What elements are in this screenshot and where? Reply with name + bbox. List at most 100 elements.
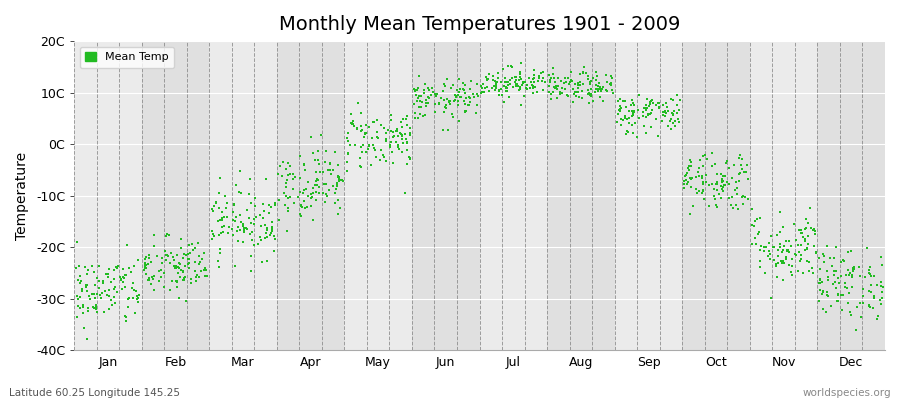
Point xyxy=(748,218,762,224)
Point xyxy=(391,144,405,150)
Point xyxy=(443,98,457,104)
Point xyxy=(171,270,185,276)
Point xyxy=(409,88,423,94)
Point xyxy=(410,115,425,122)
Point xyxy=(273,163,287,169)
Point xyxy=(407,85,421,92)
Point xyxy=(616,117,631,123)
Point xyxy=(75,288,89,294)
Point xyxy=(206,230,220,237)
Point xyxy=(760,252,775,259)
Point xyxy=(772,244,787,250)
Point xyxy=(179,252,194,258)
Point xyxy=(715,177,729,183)
Point xyxy=(806,270,821,276)
Point xyxy=(173,260,187,267)
Point xyxy=(581,90,596,96)
Point xyxy=(264,204,278,210)
Point xyxy=(452,76,466,82)
Point xyxy=(244,199,258,206)
Point xyxy=(571,82,585,88)
Point xyxy=(237,227,251,233)
Point xyxy=(826,280,841,287)
Point xyxy=(173,274,187,280)
Point xyxy=(87,305,102,311)
Point xyxy=(400,122,414,128)
Point xyxy=(212,232,227,238)
Point xyxy=(399,136,413,142)
Point xyxy=(250,240,265,247)
Point xyxy=(801,220,815,226)
Point xyxy=(154,267,168,274)
Point xyxy=(341,149,356,156)
Point xyxy=(581,73,596,79)
Point xyxy=(253,234,267,240)
Point xyxy=(626,109,641,116)
Point xyxy=(652,133,666,140)
Point xyxy=(489,81,503,87)
Point xyxy=(806,226,821,232)
Point xyxy=(486,83,500,90)
Point xyxy=(228,218,242,224)
Point xyxy=(402,155,417,162)
Point xyxy=(467,94,482,100)
Point xyxy=(411,72,426,79)
Point xyxy=(664,96,679,102)
Point xyxy=(493,86,508,92)
Point xyxy=(394,132,409,138)
Point xyxy=(245,229,259,236)
Point xyxy=(462,94,476,100)
Point xyxy=(622,115,636,122)
Point xyxy=(566,86,580,92)
Point xyxy=(690,169,705,175)
Point xyxy=(852,300,867,306)
Point xyxy=(784,243,798,249)
Point xyxy=(318,199,332,206)
Point xyxy=(318,159,332,165)
Point xyxy=(729,202,743,208)
Point xyxy=(690,190,705,196)
Point xyxy=(114,277,129,283)
Point xyxy=(364,135,379,142)
Point xyxy=(677,180,691,187)
Point xyxy=(205,236,220,242)
Point xyxy=(875,262,889,268)
Point xyxy=(728,178,742,185)
Point xyxy=(589,82,603,88)
Point xyxy=(176,277,191,284)
Point xyxy=(265,228,279,235)
Point xyxy=(309,189,323,196)
Point xyxy=(70,313,85,320)
Point xyxy=(476,88,491,95)
Point xyxy=(169,278,184,284)
Point xyxy=(182,264,196,271)
Point xyxy=(215,215,230,222)
Point xyxy=(331,172,346,179)
Point xyxy=(489,84,503,90)
Point xyxy=(76,310,90,316)
Point xyxy=(626,112,640,118)
Point xyxy=(591,80,606,86)
Point xyxy=(517,78,531,85)
Point xyxy=(410,98,425,104)
Point xyxy=(474,83,489,90)
Point xyxy=(565,78,580,84)
Point xyxy=(422,87,436,93)
Point xyxy=(568,89,582,95)
Point xyxy=(126,280,140,287)
Point xyxy=(796,270,811,276)
Point xyxy=(213,174,228,181)
Point xyxy=(333,176,347,183)
Point xyxy=(543,77,557,83)
Point xyxy=(127,263,141,269)
Point xyxy=(227,201,241,208)
Point xyxy=(523,85,537,92)
Point xyxy=(239,226,254,232)
Point xyxy=(409,92,423,99)
Point xyxy=(76,304,90,310)
Point xyxy=(475,84,490,91)
Point xyxy=(107,267,122,274)
Point xyxy=(131,294,146,301)
Point xyxy=(681,162,696,169)
Point xyxy=(730,184,744,191)
